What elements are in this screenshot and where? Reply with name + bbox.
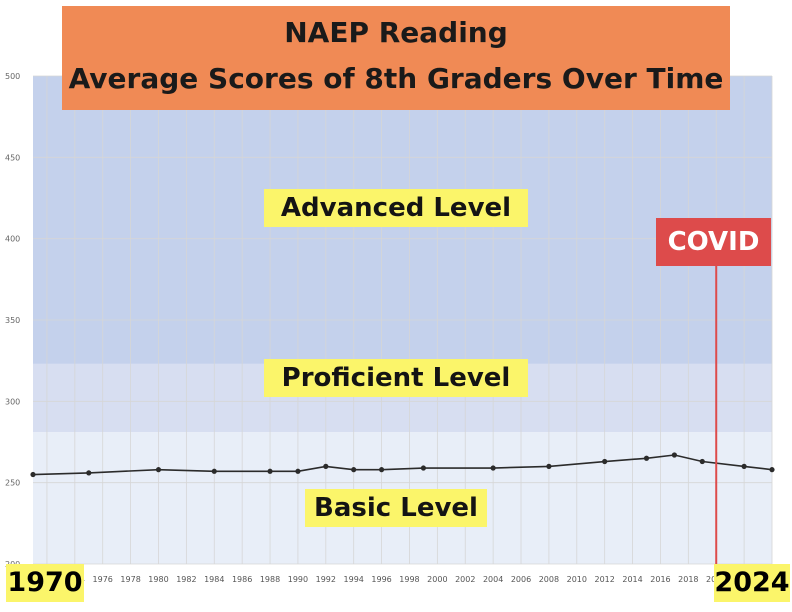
y-tick-label: 450 xyxy=(5,153,20,162)
chart-title-line-2: Average Scores of 8th Graders Over Time xyxy=(68,62,724,95)
x-tick-label: 2010 xyxy=(567,575,587,584)
y-tick-label: 400 xyxy=(5,235,20,244)
y-tick-label: 300 xyxy=(5,397,20,406)
data-point xyxy=(699,458,705,465)
x-tick-label: 1984 xyxy=(204,575,224,584)
x-tick-label: 2016 xyxy=(650,575,670,584)
x-tick-label: 1998 xyxy=(399,575,419,584)
level-bands xyxy=(33,76,772,564)
x-tick-label: 1996 xyxy=(371,575,391,584)
data-point xyxy=(420,465,427,471)
x-tick-label: 1986 xyxy=(232,575,252,584)
start-year-callout: 1970 xyxy=(6,564,84,602)
data-point xyxy=(378,467,385,473)
advanced-level-label: Advanced Level xyxy=(264,189,528,227)
data-point xyxy=(295,468,301,474)
x-tick-label: 2004 xyxy=(483,575,503,584)
data-point xyxy=(211,468,217,474)
data-point xyxy=(30,471,36,478)
data-point xyxy=(741,463,747,469)
data-point xyxy=(643,455,650,461)
x-tick-label: 2002 xyxy=(455,575,475,584)
data-point xyxy=(671,452,677,458)
y-tick-label: 500 xyxy=(5,72,20,81)
x-tick-label: 1990 xyxy=(288,575,308,584)
data-point xyxy=(602,458,608,465)
x-tick-label: 1994 xyxy=(344,575,364,584)
score-series xyxy=(30,452,775,478)
x-axis-ticks: 1972197419761978198019821984198619881990… xyxy=(37,575,782,584)
x-tick-label: 1992 xyxy=(316,575,336,584)
x-tick-label: 2018 xyxy=(678,575,698,584)
data-point xyxy=(769,467,775,473)
data-point xyxy=(323,463,329,469)
x-tick-label: 2006 xyxy=(511,575,531,584)
data-point xyxy=(546,463,552,469)
covid-label: COVID xyxy=(656,218,771,266)
data-point xyxy=(155,467,162,473)
x-tick-label: 2000 xyxy=(427,575,447,584)
y-tick-label: 250 xyxy=(5,479,20,488)
data-point xyxy=(490,465,496,471)
data-point xyxy=(267,468,273,474)
x-tick-label: 1988 xyxy=(260,575,280,584)
x-tick-label: 1978 xyxy=(120,575,140,584)
x-tick-label: 1976 xyxy=(93,575,113,584)
series-line xyxy=(32,454,773,476)
data-point xyxy=(351,467,357,473)
basic-level-label: Basic Level xyxy=(305,489,487,527)
y-tick-label: 350 xyxy=(5,316,20,325)
data-point xyxy=(86,470,92,476)
chart-title-banner: NAEP Reading Average Scores of 8th Grade… xyxy=(62,6,730,110)
proficient-level-label: Proficient Level xyxy=(264,359,528,397)
x-tick-label: 1982 xyxy=(176,575,196,584)
chart-title-line-1: NAEP Reading xyxy=(284,16,508,49)
y-axis-ticks: 200250300350400450500 xyxy=(5,72,20,569)
x-tick-label: 2008 xyxy=(539,575,559,584)
end-year-callout: 2024 xyxy=(714,564,790,602)
x-tick-label: 2012 xyxy=(594,575,614,584)
gridlines xyxy=(33,75,773,565)
x-tick-label: 1980 xyxy=(148,575,168,584)
x-tick-label: 2014 xyxy=(622,575,642,584)
